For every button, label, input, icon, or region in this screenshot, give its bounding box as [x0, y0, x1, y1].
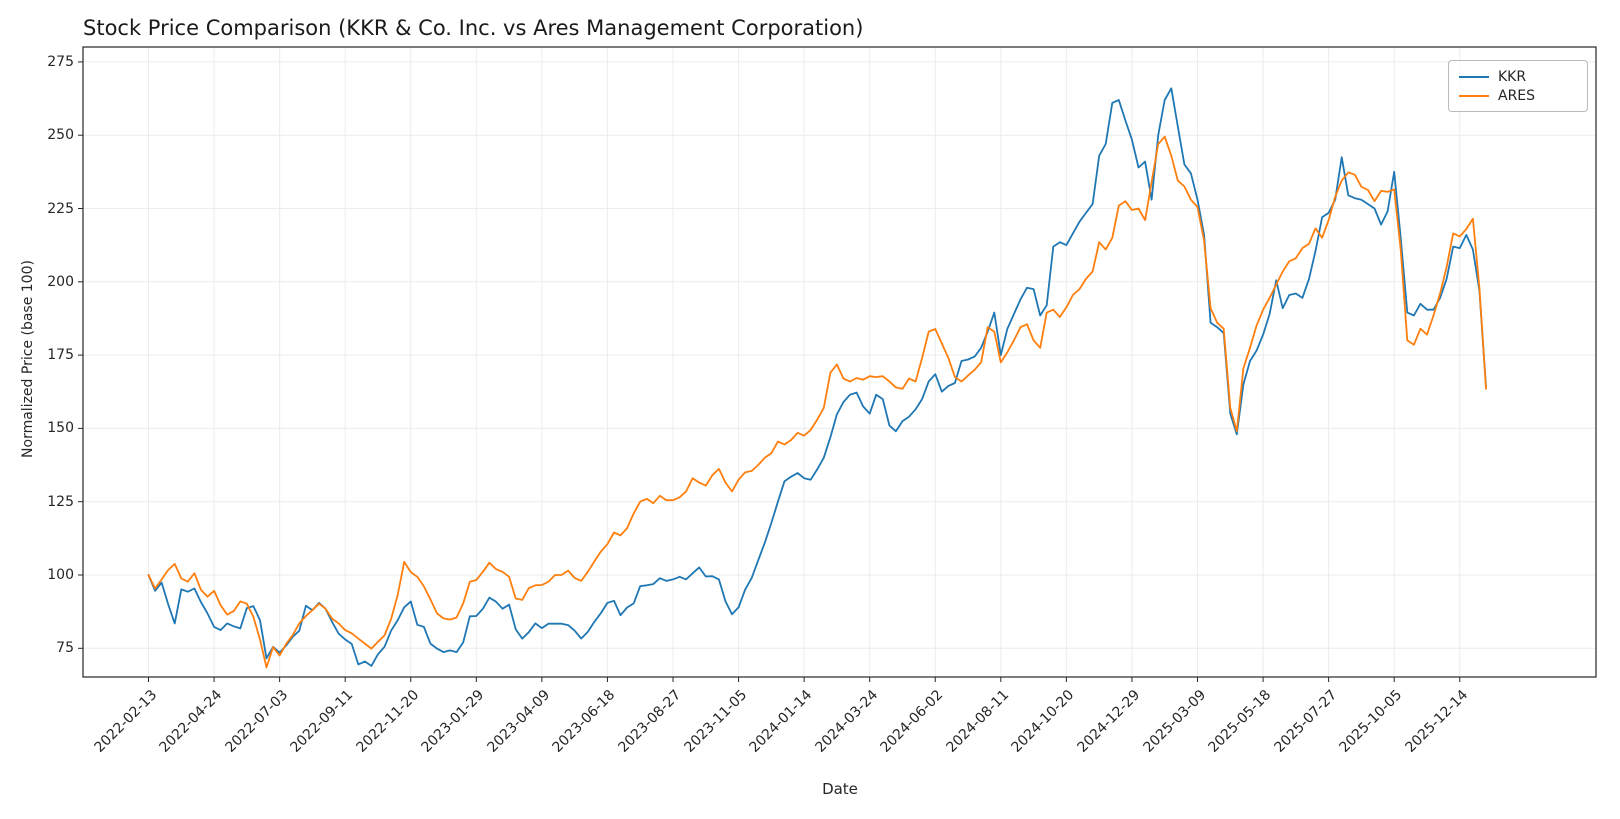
series-lines [147, 87, 1487, 669]
legend-item-ares: ARES [1459, 86, 1577, 105]
y-tick-label: 175 [47, 347, 74, 364]
y-tick-label: 275 [47, 53, 74, 70]
x-axis-label: Date [822, 780, 858, 798]
ares-line-swatch [1459, 94, 1489, 97]
gridlines [83, 47, 1596, 677]
kkr-line [147, 87, 1487, 667]
y-tick-label: 225 [47, 200, 74, 217]
legend-label-ares: ARES [1498, 87, 1536, 104]
y-tick-label: 125 [47, 493, 74, 510]
legend: KKR ARES [1448, 60, 1588, 112]
legend-label-kkr: KKR [1498, 68, 1527, 85]
legend-item-kkr: KKR [1459, 67, 1577, 86]
y-tick-label: 150 [47, 420, 74, 437]
y-tick-label: 75 [56, 640, 74, 657]
tick-marks [78, 61, 1461, 682]
y-tick-label: 250 [47, 127, 74, 144]
kkr-line-swatch [1459, 75, 1489, 78]
y-tick-label: 200 [47, 273, 74, 290]
y-tick-label: 100 [47, 567, 74, 583]
chart-title: Stock Price Comparison (KKR & Co. Inc. v… [83, 16, 864, 40]
axes-spines [82, 46, 1597, 678]
ares-line [147, 135, 1487, 669]
